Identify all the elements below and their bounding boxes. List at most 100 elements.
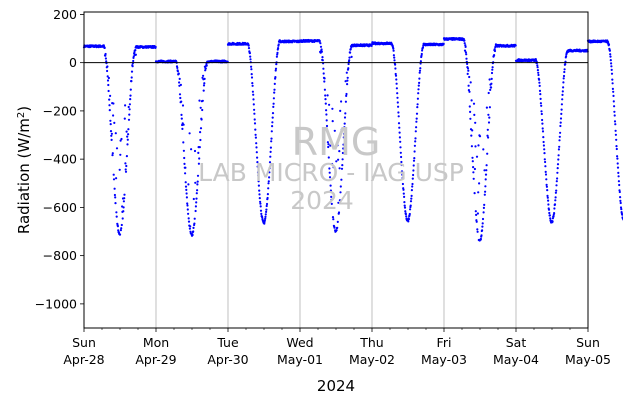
data-point [556,163,560,166]
data-point [345,92,348,96]
data-point [417,92,420,95]
data-point [339,185,342,188]
data-point [202,89,205,92]
data-point [613,105,616,108]
data-point [115,211,118,214]
y-tick-label: −200 [43,103,77,118]
data-point [271,112,275,115]
data-point [134,49,137,52]
x-axis: Sun Apr-28 Mon Apr-29 Tue Apr-30 Wed May-01 Thu M… [63,328,611,367]
data-point [322,67,325,70]
data-point [129,88,132,91]
data-point [415,117,418,120]
data-point [255,146,258,149]
x-tick-label-date: Apr-29 [135,352,176,367]
y-tick-label: 200 [53,7,77,22]
y-axis-title-main: Radiation (W/m [15,118,33,234]
data-point [485,164,488,167]
data-point [420,52,423,56]
data-point [124,104,127,107]
data-point [199,131,202,134]
data-point [268,167,271,170]
data-point [398,131,401,134]
data-point [546,196,549,199]
y-tick-label: −400 [43,152,77,167]
data-point [128,113,131,116]
data-point [548,211,551,215]
data-point [330,195,333,198]
data-point [183,156,186,160]
data-point [319,45,323,48]
data-point [409,204,412,207]
data-point [470,145,473,148]
data-point [118,233,122,236]
watermark-line-1: RMG [292,120,381,164]
data-point [395,87,398,90]
data-point [107,76,110,80]
data-point [188,132,191,135]
data-point [467,84,470,87]
data-point [392,49,395,52]
data-point [253,122,257,125]
data-point [198,99,201,102]
data-point [119,229,122,232]
data-point [482,211,485,214]
data-point [342,143,345,146]
data-point [514,44,517,47]
data-point [612,100,615,103]
data-point [188,227,191,230]
data-point [349,48,352,51]
data-point [252,98,255,101]
data-point [342,136,345,139]
data-point [562,77,565,80]
data-point [185,188,188,191]
data-point [540,110,543,113]
data-point [107,89,110,93]
data-point [559,121,562,124]
data-point [611,87,615,90]
data-point [104,52,107,56]
data-point [556,167,559,170]
data-point [103,46,106,50]
data-point [260,212,263,215]
data-point [108,104,111,107]
data-point [610,65,613,68]
data-point [115,177,118,180]
data-point [187,220,191,223]
data-point [487,91,490,95]
x-tick-label-date: May-01 [277,352,323,367]
data-point [269,155,272,158]
data-point [180,100,183,103]
data-point [276,51,279,55]
data-point [205,64,208,67]
data-point [395,82,398,85]
data-point [411,177,414,180]
data-point [541,122,544,125]
data-point [538,89,542,92]
data-point [264,217,267,220]
data-point [557,148,561,151]
data-point [265,204,268,208]
data-point [392,47,395,50]
data-point [250,68,253,71]
data-point [192,226,195,229]
data-point [483,169,486,172]
data-point [397,122,401,125]
data-point [187,217,190,220]
data-point [543,148,546,151]
data-point [487,121,491,124]
data-point [106,75,109,78]
data-point [191,233,194,237]
data-point [400,170,404,173]
data-point [613,110,616,113]
data-point [179,83,182,86]
data-point [247,44,250,47]
data-point [609,55,612,58]
data-point [618,189,621,192]
data-point [483,203,486,206]
data-point [410,189,413,192]
data-point [270,137,273,140]
data-point [325,119,328,122]
data-point [196,183,199,186]
data-point [615,145,618,148]
